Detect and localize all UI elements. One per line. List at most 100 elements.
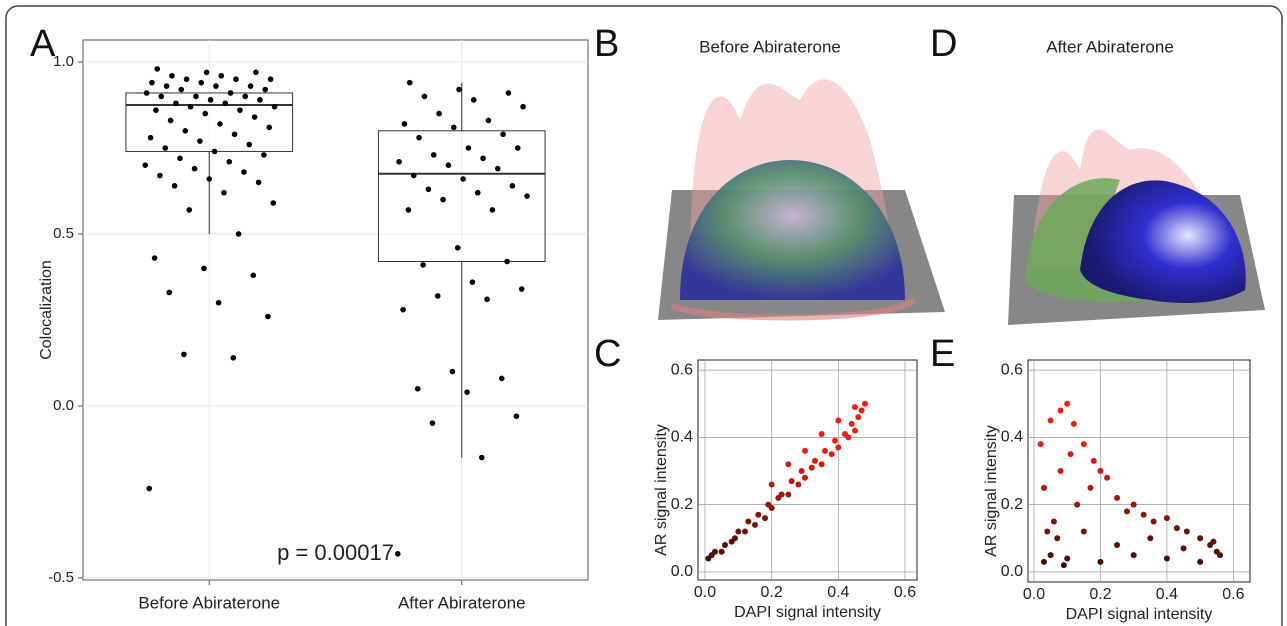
point — [270, 200, 277, 206]
point — [436, 110, 442, 117]
point — [480, 155, 486, 162]
point — [186, 207, 193, 213]
point — [146, 485, 153, 492]
point — [151, 255, 158, 261]
point — [494, 165, 501, 172]
point — [732, 535, 738, 542]
frame — [5, 5, 1283, 626]
point — [181, 351, 187, 358]
point — [1064, 400, 1071, 407]
y-tick-label: 1.0 — [53, 53, 74, 70]
point — [227, 90, 234, 96]
point — [154, 66, 161, 72]
point — [1197, 558, 1204, 565]
point — [1173, 525, 1180, 532]
point — [485, 117, 492, 124]
point — [191, 165, 198, 172]
point — [465, 145, 472, 151]
point — [1183, 528, 1190, 535]
point — [267, 76, 274, 83]
point — [822, 447, 828, 454]
point — [845, 434, 852, 441]
plot-frame — [697, 359, 918, 581]
point — [266, 124, 273, 131]
point — [509, 183, 516, 189]
point — [445, 162, 452, 168]
point — [818, 461, 825, 468]
point — [162, 145, 169, 151]
point — [1180, 545, 1187, 552]
y-axis-label: AR signal intensity — [983, 425, 1000, 557]
y-tick-label: 0.6 — [1001, 361, 1023, 378]
point — [460, 176, 466, 182]
point — [1044, 528, 1051, 535]
point — [852, 427, 858, 434]
point — [835, 417, 842, 424]
point — [848, 420, 855, 427]
point — [752, 521, 758, 528]
point — [1054, 535, 1061, 542]
point — [257, 97, 263, 103]
point — [1074, 501, 1081, 508]
point — [498, 375, 505, 382]
render-b: Before Abiraterone — [658, 37, 945, 321]
point — [785, 461, 792, 468]
point — [1217, 552, 1224, 559]
point — [762, 515, 768, 522]
x-tick-label: After Abiraterone — [398, 593, 526, 612]
render-title: Before Abiraterone — [699, 37, 841, 56]
point — [449, 368, 456, 375]
point — [414, 385, 421, 392]
point — [211, 148, 218, 155]
point — [207, 97, 214, 103]
point — [802, 447, 808, 454]
point — [1064, 555, 1071, 562]
point — [1080, 441, 1087, 448]
point — [474, 189, 481, 196]
point — [226, 158, 233, 165]
y-axis-label: AR signal intensity — [653, 424, 670, 556]
x-tick-label: 0.4 — [827, 584, 849, 601]
render-d: After Abiraterone — [1008, 37, 1265, 325]
point — [505, 90, 512, 96]
point — [434, 293, 441, 299]
point — [1080, 528, 1087, 535]
y-tick-label: 0.0 — [1001, 563, 1023, 580]
point — [1040, 484, 1047, 491]
box — [125, 92, 294, 152]
point — [430, 152, 437, 158]
point — [157, 172, 163, 179]
panel-label: E — [930, 333, 955, 375]
point — [1130, 552, 1137, 559]
point — [147, 134, 154, 141]
point — [201, 265, 207, 272]
point — [166, 289, 173, 296]
point — [440, 196, 446, 203]
point — [520, 103, 526, 110]
y-tick-label: 0.2 — [1001, 496, 1023, 513]
point — [169, 72, 175, 79]
point — [1067, 451, 1074, 458]
x-axis-label: DAPI signal intensity — [734, 604, 881, 621]
plot-frame — [82, 39, 589, 581]
point — [1114, 542, 1121, 548]
point — [768, 481, 775, 488]
point — [255, 179, 262, 186]
panel-label: B — [594, 23, 619, 65]
point — [177, 155, 183, 162]
point — [193, 93, 199, 100]
point — [187, 103, 194, 110]
point — [410, 172, 417, 179]
x-axis-label: DAPI signal intensity — [1066, 606, 1213, 623]
point — [1090, 457, 1097, 464]
point — [745, 518, 752, 525]
point — [802, 474, 808, 481]
annotation: p = 0.00017 — [277, 540, 394, 565]
y-tick-label: 0.4 — [1001, 429, 1023, 446]
point — [271, 103, 278, 110]
point — [230, 355, 237, 361]
point — [718, 548, 725, 555]
point — [1070, 420, 1077, 427]
point — [798, 468, 805, 475]
point — [197, 138, 203, 144]
